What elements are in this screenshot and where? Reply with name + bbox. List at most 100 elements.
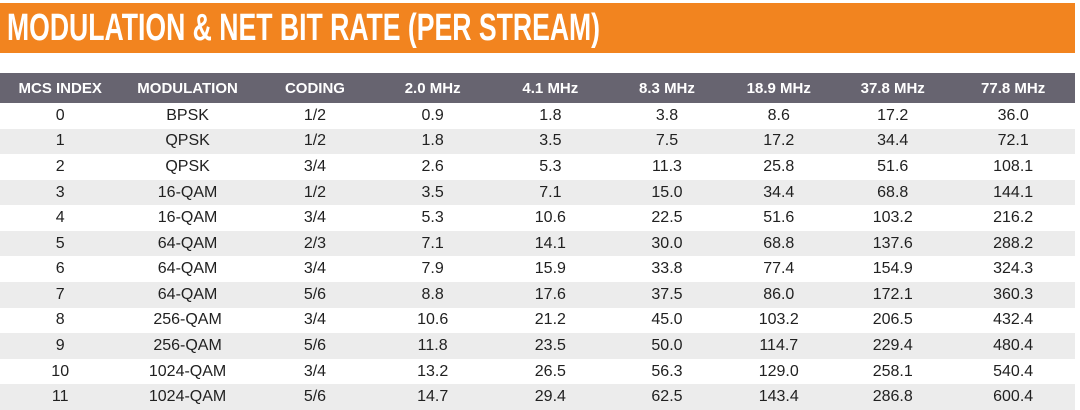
cell: 13.2	[417, 362, 449, 380]
table-row: 1 QPSK 1/2 1.8 3.5 7.5 17.2 34.4 72.1	[0, 128, 1075, 155]
cell: 36.0	[997, 106, 1029, 124]
cell: 143.4	[758, 388, 799, 406]
cell: 8.8	[421, 285, 444, 303]
table-body: 0 BPSK 1/2 0.9 1.8 3.8 8.6 17.2 36.0 1 QPSK 1/2 1.8 3…	[0, 103, 1075, 410]
page-title: MODULATION & NET BIT RATE (PER STREAM)	[7, 6, 601, 49]
cell: 10.6	[534, 209, 566, 227]
cell: 480.4	[993, 336, 1034, 354]
cell: 11	[51, 388, 69, 406]
cell: 216.2	[993, 209, 1034, 227]
cell: 3.8	[655, 106, 679, 124]
cell: 17.6	[534, 285, 566, 303]
cell: 103.2	[758, 311, 799, 329]
cell: 286.8	[872, 388, 913, 406]
cell: 15.0	[651, 183, 683, 201]
cell: 540.4	[993, 362, 1034, 380]
cell: 7	[55, 285, 65, 303]
cell: 324.3	[993, 260, 1034, 278]
cell: 154.9	[872, 260, 913, 278]
cell: 7.9	[421, 260, 444, 278]
cell: 37.5	[651, 285, 683, 303]
cell: 34.4	[763, 183, 795, 201]
cell: 172.1	[872, 285, 913, 303]
cell: 11.3	[652, 157, 682, 175]
cell: 1.8	[421, 132, 444, 150]
cell: 29.4	[534, 388, 566, 406]
cell: 2	[55, 157, 65, 175]
cell: 10.6	[417, 311, 449, 329]
cell: 26.5	[534, 362, 566, 380]
cell: 3/4	[303, 157, 327, 175]
table-row: 6 64-QAM 3/4 7.9 15.9 33.8 77.4 154.9 324.3	[0, 256, 1075, 283]
cell: 64-QAM	[157, 260, 218, 278]
cell: 1024-QAM	[148, 388, 227, 406]
cell: 3/4	[303, 260, 327, 278]
cell: 68.8	[763, 234, 795, 252]
cell: 6	[55, 260, 65, 278]
cell: 256-QAM	[153, 336, 222, 354]
cell: 8	[55, 311, 65, 329]
cell: 1	[55, 132, 65, 150]
cell: 229.4	[872, 336, 913, 354]
cell: 360.3	[993, 285, 1034, 303]
column-header: 4.1 MHz	[490, 73, 611, 103]
title-gap	[0, 53, 1080, 73]
column-header: 77.8 MHz	[951, 73, 1075, 103]
cell: 21.2	[534, 311, 566, 329]
cell: 72.1	[997, 132, 1029, 150]
cell: 3/4	[303, 311, 327, 329]
table-row: 4 16-QAM 3/4 5.3 10.6 22.5 51.6 103.2 216.2	[0, 205, 1075, 231]
table-row: 2 QPSK 3/4 2.6 5.3 11.3 25.8 51.6 108.1	[0, 154, 1075, 180]
cell: 62.5	[651, 388, 683, 406]
cell: 50.0	[651, 336, 683, 354]
column-header: 18.9 MHz	[723, 73, 835, 103]
cell: 3.5	[421, 183, 444, 201]
cell: 7.1	[539, 183, 562, 201]
cell: BPSK	[166, 106, 209, 124]
cell: 1.8	[539, 106, 562, 124]
column-header: 8.3 MHz	[610, 73, 724, 103]
cell: 0.9	[421, 106, 444, 124]
cell: 129.0	[758, 362, 799, 380]
cell: 17.2	[877, 106, 909, 124]
cell: 1/2	[303, 106, 327, 124]
cell: 3.5	[539, 132, 562, 150]
cell: QPSK	[165, 157, 210, 175]
data-table: MCS INDEX MODULATION CODING 2.0 MHz 4.1 MHz 8…	[0, 73, 1075, 410]
cell: 11.8	[417, 336, 448, 354]
column-header: MODULATION	[120, 73, 255, 103]
column-header: 2.0 MHz	[375, 73, 491, 103]
cell: 432.4	[993, 311, 1034, 329]
column-header: 37.8 MHz	[834, 73, 952, 103]
cell: 14.7	[417, 388, 449, 406]
cell: 600.4	[993, 388, 1034, 406]
table-row: 0 BPSK 1/2 0.9 1.8 3.8 8.6 17.2 36.0	[0, 103, 1075, 129]
cell: 17.2	[763, 132, 795, 150]
cell: 137.6	[872, 234, 913, 252]
cell: 3	[55, 183, 65, 201]
cell: 30.0	[651, 234, 683, 252]
header-row: MCS INDEX MODULATION CODING 2.0 MHz 4.1 MHz 8…	[0, 73, 1075, 103]
cell: 4	[55, 209, 65, 227]
cell: 108.1	[993, 157, 1034, 175]
cell: 144.1	[993, 183, 1034, 201]
cell: 68.8	[877, 183, 909, 201]
cell: 7.1	[421, 234, 444, 252]
cell: 5/6	[303, 388, 327, 406]
cell: 22.5	[651, 209, 683, 227]
cell: 16-QAM	[157, 209, 218, 227]
cell: 103.2	[872, 209, 913, 227]
cell: 15.9	[534, 260, 566, 278]
cell: 3/4	[303, 209, 327, 227]
cell: 64-QAM	[157, 285, 218, 303]
cell: 206.5	[872, 311, 913, 329]
table-header: MCS INDEX MODULATION CODING 2.0 MHz 4.1 MHz 8…	[0, 73, 1075, 103]
cell: 77.4	[763, 260, 795, 278]
cell: 5/6	[303, 285, 327, 303]
cell: 2.6	[421, 157, 444, 175]
cell: 34.4	[877, 132, 909, 150]
column-header: CODING	[254, 73, 376, 103]
cell: 56.3	[651, 362, 683, 380]
cell: 5.3	[539, 157, 562, 175]
